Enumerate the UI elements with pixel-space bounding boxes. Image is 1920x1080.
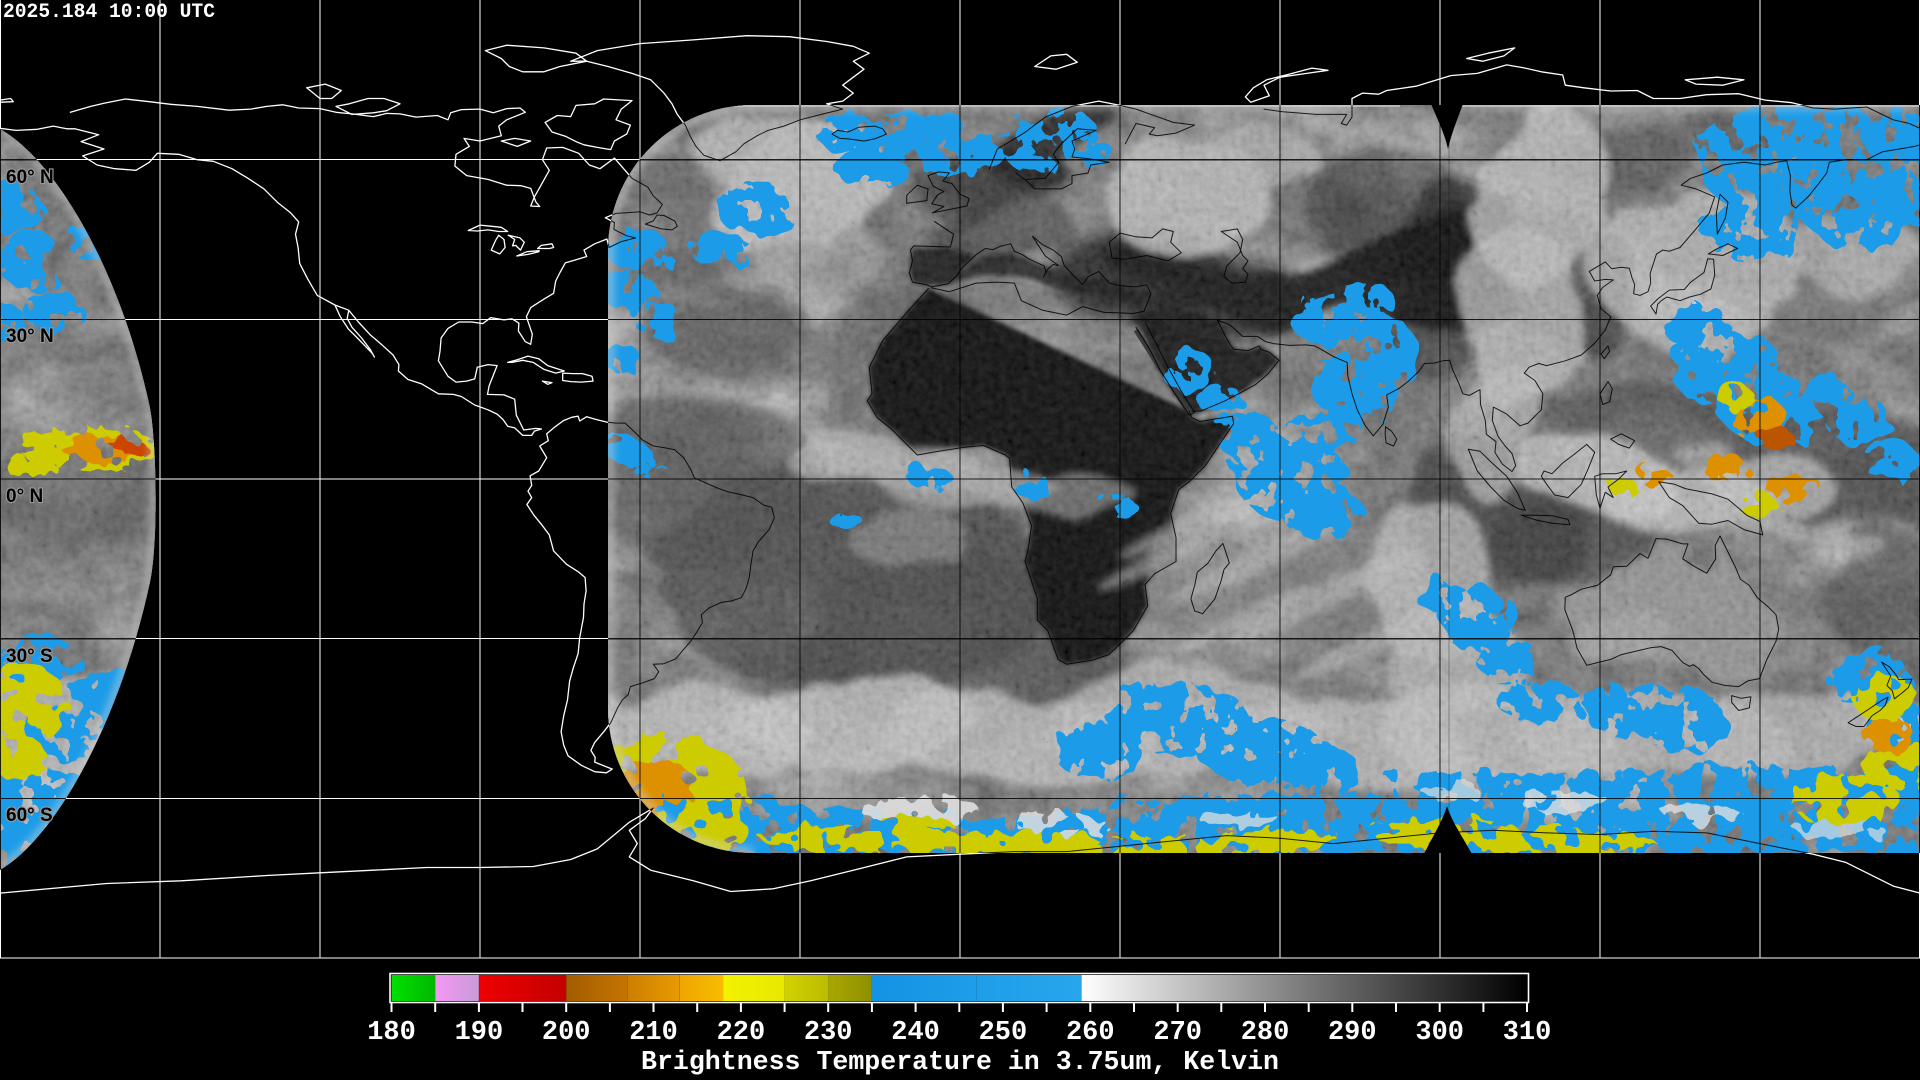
svg-text:230: 230 xyxy=(804,1018,853,1048)
svg-text:Brightness Temperature in 3.75: Brightness Temperature in 3.75um, Kelvin xyxy=(641,1048,1279,1078)
svg-text:310: 310 xyxy=(1503,1018,1552,1048)
svg-text:190: 190 xyxy=(455,1018,504,1048)
svg-text:260: 260 xyxy=(1066,1018,1115,1048)
svg-text:210: 210 xyxy=(629,1018,678,1048)
svg-text:250: 250 xyxy=(979,1018,1028,1048)
svg-text:30° N: 30° N xyxy=(6,326,54,347)
svg-text:180: 180 xyxy=(367,1018,416,1048)
svg-text:220: 220 xyxy=(717,1018,766,1048)
svg-text:280: 280 xyxy=(1241,1018,1290,1048)
svg-text:270: 270 xyxy=(1153,1018,1202,1048)
svg-text:60° S: 60° S xyxy=(6,805,53,826)
svg-text:290: 290 xyxy=(1328,1018,1377,1048)
svg-text:240: 240 xyxy=(891,1018,940,1048)
svg-text:30° S: 30° S xyxy=(6,646,53,667)
svg-text:300: 300 xyxy=(1415,1018,1464,1048)
svg-text:200: 200 xyxy=(542,1018,591,1048)
svg-text:2025.184 10:00 UTC: 2025.184 10:00 UTC xyxy=(3,1,215,24)
svg-text:60° N: 60° N xyxy=(6,167,54,188)
svg-text:0° N: 0° N xyxy=(6,486,43,507)
